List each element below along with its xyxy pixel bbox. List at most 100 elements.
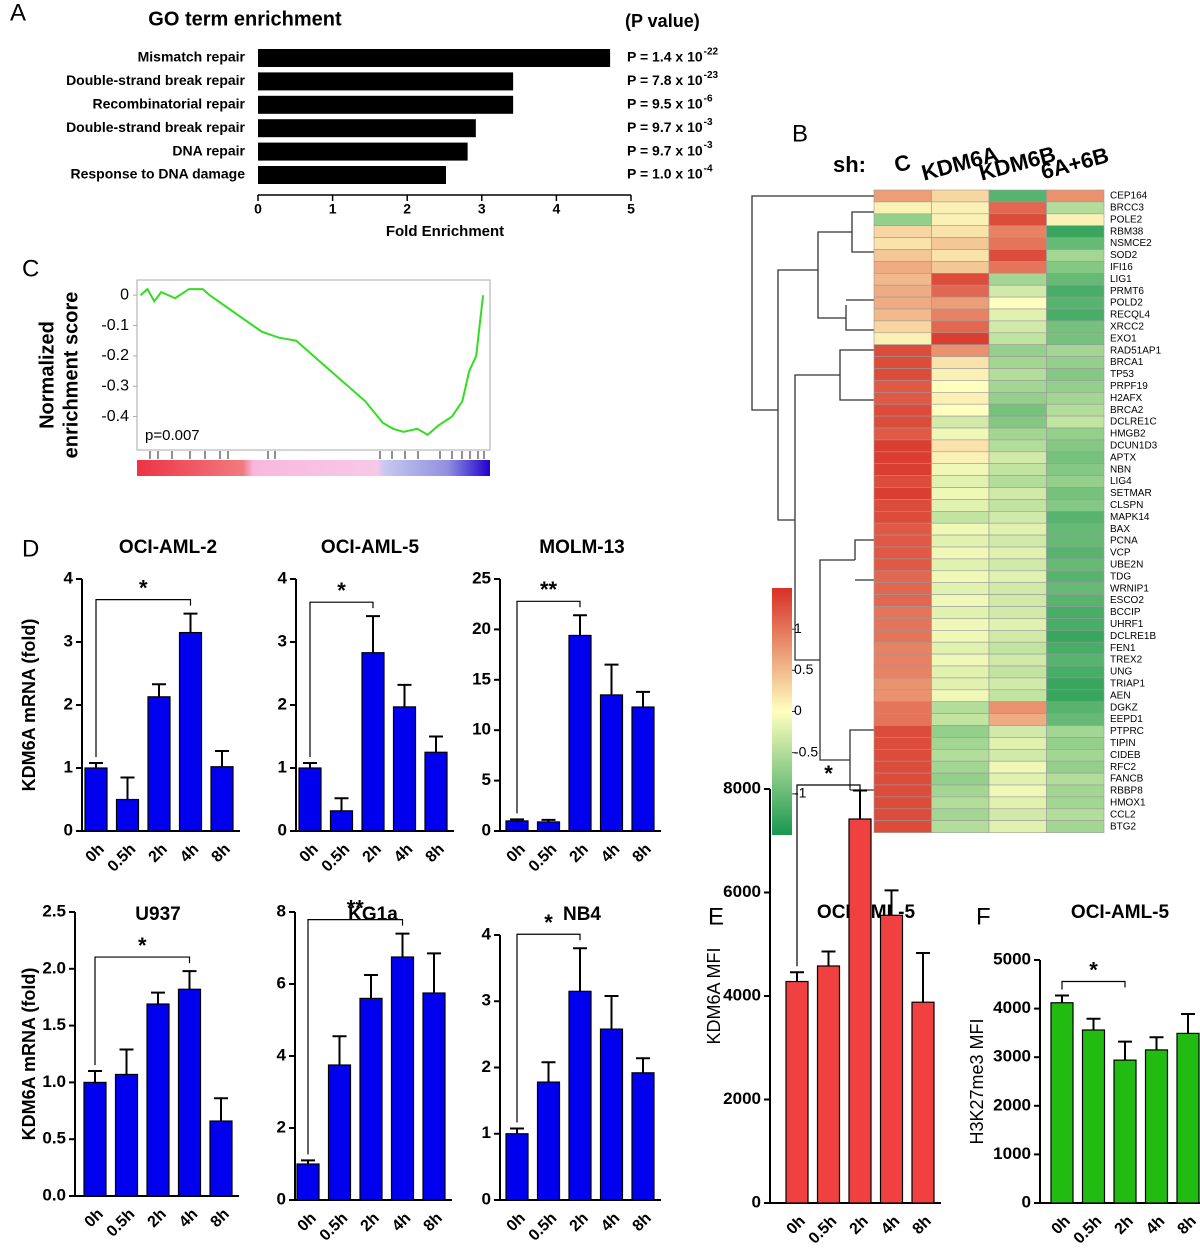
bar bbox=[115, 798, 140, 832]
error-bar bbox=[89, 761, 103, 768]
heatmap-cell bbox=[873, 344, 932, 357]
heatmap-cell bbox=[873, 391, 932, 405]
y-tick-label: 8000 bbox=[723, 778, 761, 797]
error-bar bbox=[152, 683, 166, 697]
chart-title: NB4 bbox=[563, 904, 601, 925]
bar bbox=[258, 49, 611, 67]
x-tick-label: 8h bbox=[630, 1210, 655, 1235]
heatmap-cell bbox=[1046, 558, 1105, 572]
row-label: UHRF1 bbox=[1110, 619, 1144, 630]
x-tick-label: 2h bbox=[1112, 1213, 1137, 1238]
category-label: Response to DNA damage bbox=[70, 166, 245, 182]
x-tick-label: 2h bbox=[847, 1213, 872, 1238]
row-label: PRPF19 bbox=[1110, 381, 1148, 392]
error-bar bbox=[604, 663, 619, 695]
significance-bracket bbox=[796, 784, 861, 967]
heatmap-cell bbox=[988, 748, 1047, 762]
bar bbox=[329, 810, 354, 832]
y-tick-label: 2000 bbox=[993, 1095, 1031, 1114]
heatmap-cell bbox=[873, 368, 932, 381]
y-tick-label: 2.0 bbox=[42, 958, 66, 977]
row-label: TIPIN bbox=[1110, 738, 1136, 749]
p-value: P = 1.4 x 10 bbox=[627, 49, 703, 65]
y-tick-label: 0 bbox=[64, 820, 73, 839]
heatmap-cell bbox=[988, 725, 1047, 738]
heatmap-cell bbox=[988, 510, 1047, 524]
error-bar bbox=[334, 797, 349, 811]
heatmap-cell bbox=[931, 665, 990, 679]
row-label: HMGB2 bbox=[1110, 429, 1146, 440]
y-axis-label: Normalized bbox=[36, 321, 58, 429]
bar bbox=[422, 992, 446, 1201]
chart-title: U937 bbox=[135, 904, 180, 925]
heatmap-cell bbox=[1046, 415, 1105, 429]
bar bbox=[536, 821, 561, 832]
heatmap-cell bbox=[873, 261, 932, 274]
heatmap-cell bbox=[873, 296, 932, 310]
y-axis-label: KDM6A mRNA (fold) bbox=[19, 619, 39, 792]
heatmap-cell bbox=[931, 606, 990, 619]
heatmap-cell bbox=[931, 570, 990, 583]
error-bar bbox=[853, 789, 867, 820]
y-tick-label: 6000 bbox=[723, 882, 761, 901]
heatmap-cell bbox=[931, 272, 990, 286]
heatmap-cell bbox=[873, 213, 932, 227]
heatmap-cell bbox=[873, 713, 932, 726]
heatmap-cell bbox=[931, 380, 990, 393]
heatmap-cell bbox=[1046, 225, 1105, 238]
y-tick-label: 0 bbox=[482, 820, 491, 839]
heatmap-cell bbox=[988, 189, 1047, 203]
bar bbox=[631, 706, 655, 832]
x-tick-label: 2h bbox=[360, 841, 385, 866]
y-tick-label: 3 bbox=[64, 631, 73, 650]
heatmap-cell bbox=[931, 737, 990, 750]
y-tick-label: 0.0 bbox=[42, 1185, 66, 1204]
row-label: APTX bbox=[1110, 452, 1136, 463]
heatmap-cell bbox=[1046, 760, 1105, 774]
heatmap-cell bbox=[931, 391, 990, 405]
heatmap-cell bbox=[873, 606, 932, 619]
heatmap-cell bbox=[988, 618, 1047, 631]
heatmap-cell bbox=[988, 272, 1047, 286]
bar bbox=[177, 988, 202, 1197]
y-tick-label: 1 bbox=[482, 1123, 491, 1142]
significance-label: * bbox=[139, 575, 148, 600]
row-label: XRCC2 bbox=[1110, 321, 1144, 332]
heatmap-cell bbox=[1046, 701, 1105, 714]
x-tick-label: 8h bbox=[209, 841, 234, 866]
heatmap-cell bbox=[1046, 629, 1105, 643]
row-label: DCLRE1B bbox=[1110, 631, 1156, 642]
heatmap-cell bbox=[988, 463, 1047, 476]
heatmap-cell bbox=[1046, 784, 1105, 798]
bar bbox=[210, 766, 234, 832]
significance-bracket bbox=[309, 601, 374, 757]
heatmap-cell bbox=[873, 760, 932, 774]
heatmap-cell bbox=[873, 522, 932, 536]
row-label: NBN bbox=[1110, 464, 1131, 475]
x-tick-label: 4h bbox=[176, 1206, 201, 1231]
heatmap-cell bbox=[873, 689, 932, 702]
heatmap-cell bbox=[931, 296, 990, 310]
x-tick-label: 0.5h bbox=[319, 841, 354, 876]
heatmap-cell bbox=[931, 808, 990, 821]
row-label: PTPRC bbox=[1110, 726, 1144, 737]
bar bbox=[390, 956, 415, 1201]
heatmap-cell bbox=[1046, 820, 1105, 833]
bar bbox=[258, 142, 468, 161]
y-tick-label: 3 bbox=[278, 631, 287, 650]
color-tick-label: 0.5 bbox=[794, 661, 814, 677]
error-bar bbox=[884, 889, 899, 916]
x-tick-label: 1 bbox=[329, 201, 337, 217]
error-bar bbox=[429, 735, 443, 753]
significance-bracket bbox=[516, 933, 581, 1123]
heatmap-cell bbox=[873, 320, 932, 334]
heatmap-cell bbox=[988, 737, 1047, 750]
heatmap-cell bbox=[873, 725, 932, 738]
heatmap-cell bbox=[873, 641, 932, 655]
error-bar bbox=[303, 761, 317, 768]
heatmap-cell bbox=[1046, 463, 1105, 476]
heatmap-cell bbox=[988, 415, 1047, 429]
significance-bracket bbox=[1061, 980, 1126, 990]
heatmap-cell bbox=[1046, 522, 1105, 536]
heatmap-cell bbox=[988, 641, 1047, 655]
